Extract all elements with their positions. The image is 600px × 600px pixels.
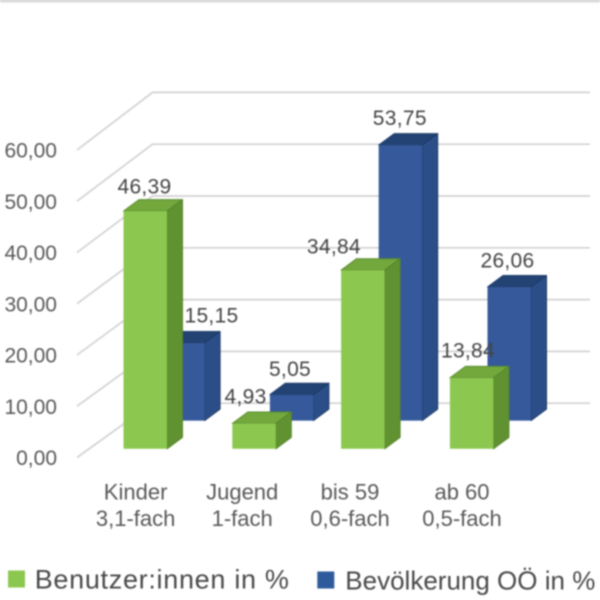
svg-text:53,75: 53,75 [373,107,427,130]
svg-text:46,39: 46,39 [117,176,171,199]
svg-text:50,00: 50,00 [4,191,57,214]
svg-text:0,6-fach: 0,6-fach [310,506,390,531]
svg-text:5,05: 5,05 [269,358,311,381]
svg-text:bis 59: bis 59 [321,479,380,504]
svg-text:Bevölkerung OÖ in %: Bevölkerung OÖ in % [345,565,595,595]
svg-text:30,00: 30,00 [4,293,57,316]
svg-text:3,1-fach: 3,1-fach [96,506,176,531]
svg-text:13,84: 13,84 [441,340,495,363]
svg-text:ab 60: ab 60 [434,479,489,504]
svg-text:Kinder: Kinder [104,479,168,504]
svg-text:60,00: 60,00 [4,140,57,163]
svg-text:10,00: 10,00 [4,396,57,419]
svg-text:0,00: 0,00 [16,447,57,470]
svg-text:4,93: 4,93 [225,386,267,409]
svg-text:0,5-fach: 0,5-fach [422,506,502,531]
svg-text:1-fach: 1-fach [212,506,273,531]
svg-text:Benutzer:innen in %: Benutzer:innen in % [35,564,290,594]
svg-text:20,00: 20,00 [4,345,57,368]
svg-text:15,15: 15,15 [184,305,238,328]
svg-text:34,84: 34,84 [307,236,361,259]
svg-text:Jugend: Jugend [206,479,278,504]
svg-text:26,06: 26,06 [480,250,534,273]
svg-text:40,00: 40,00 [4,242,57,265]
